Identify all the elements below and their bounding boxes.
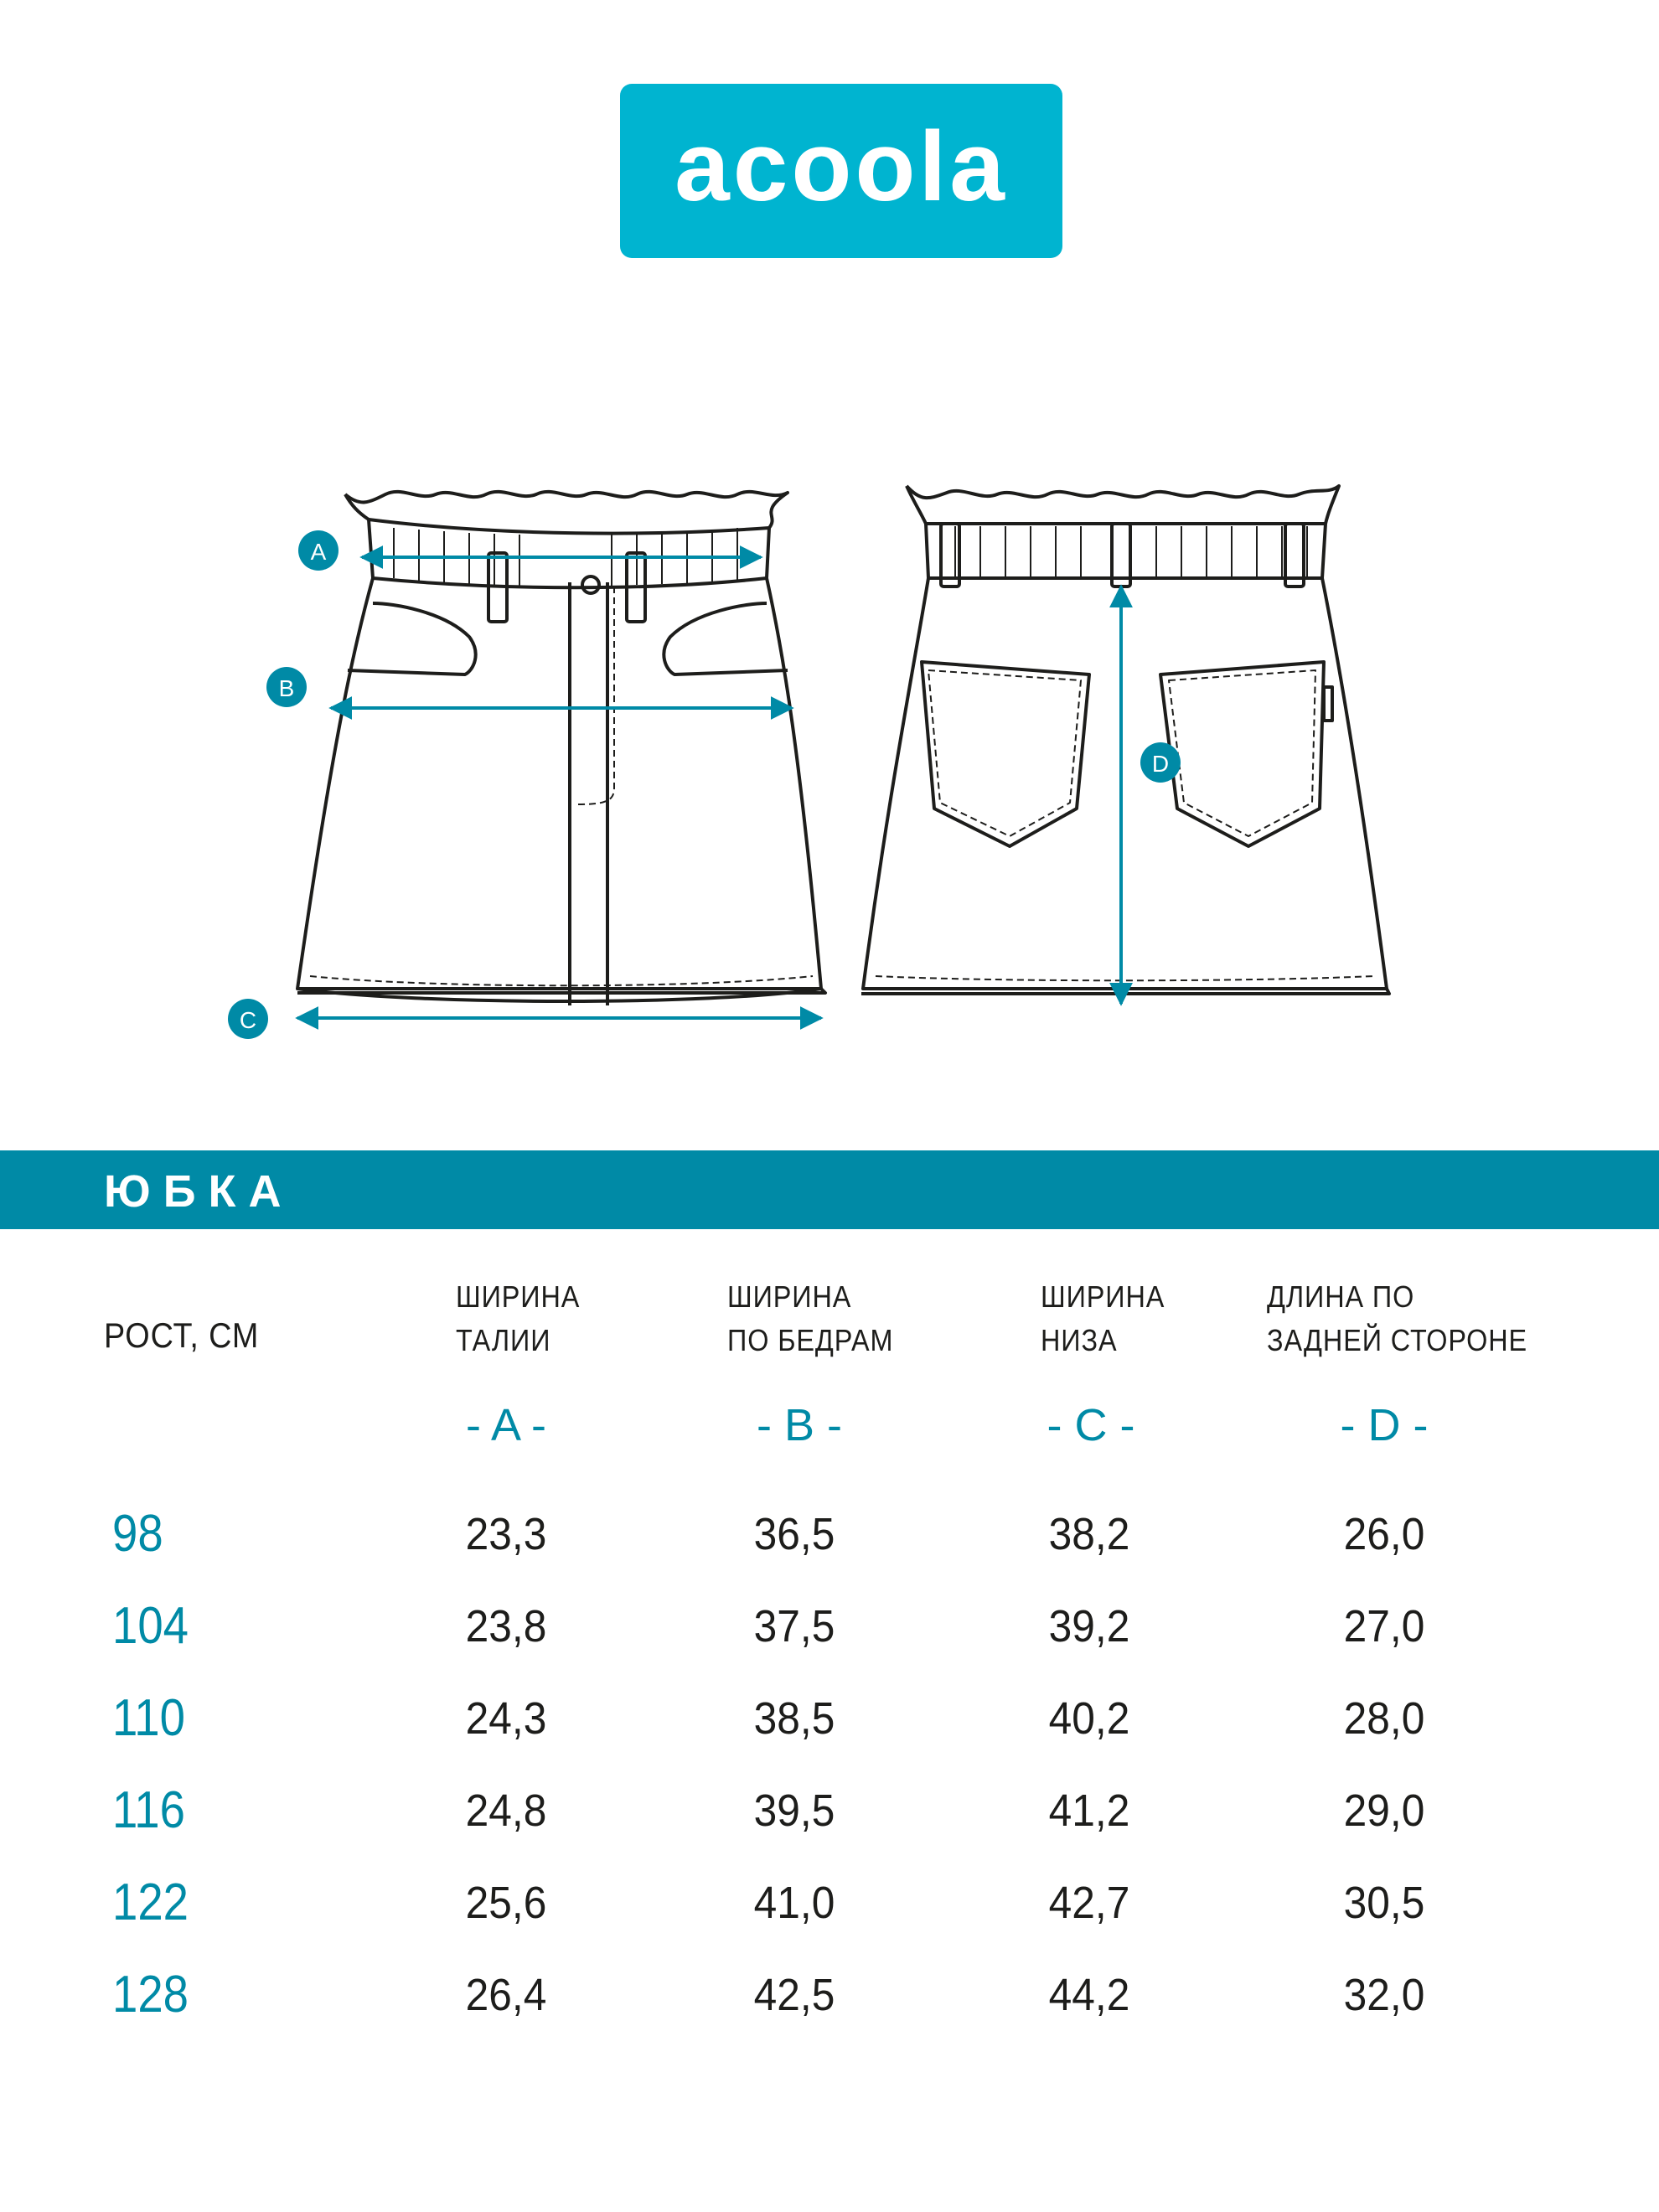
skirt-front-view — [296, 489, 827, 1005]
cell-waist: 23,8 — [465, 1601, 547, 1651]
cell-back-length: 29,0 — [1343, 1786, 1425, 1836]
row-size: 128 — [112, 1966, 189, 2023]
cell-hips: 39,5 — [753, 1786, 835, 1836]
skirt-drawing-svg: A B C D — [228, 484, 1391, 1039]
column-letter-d: - D - — [1340, 1400, 1429, 1450]
cell-hips: 38,5 — [753, 1693, 835, 1744]
column-letter-b: - B - — [757, 1400, 842, 1450]
svg-text:C: C — [240, 1007, 256, 1033]
marker-a: A — [298, 530, 339, 571]
svg-text:D: D — [1152, 751, 1169, 777]
column-header-waist: ШИРИНА ТАЛИИ — [456, 1279, 581, 1357]
cell-hem: 40,2 — [1048, 1693, 1130, 1744]
cell-hips: 37,5 — [753, 1601, 835, 1651]
row-size: 116 — [112, 1781, 185, 1839]
cell-waist: 24,8 — [465, 1786, 547, 1836]
cell-hem: 38,2 — [1048, 1509, 1130, 1559]
section-title: ЮБКА — [104, 1166, 294, 1217]
cell-back-length: 27,0 — [1343, 1601, 1425, 1651]
cell-hips: 41,0 — [753, 1878, 835, 1928]
size-column-header: РОСТ, СМ — [104, 1315, 260, 1355]
cell-back-length: 28,0 — [1343, 1693, 1425, 1744]
cell-hips: 36,5 — [753, 1509, 835, 1559]
measurement-arrows — [295, 545, 1133, 1030]
cell-hips: 42,5 — [753, 1970, 835, 2020]
column-header-hem: ШИРИНА НИЗА — [1041, 1279, 1165, 1357]
column-header-back-length: ДЛИНА ПО ЗАДНЕЙ СТОРОНЕ — [1267, 1279, 1528, 1357]
skirt-technical-drawing: A B C D — [0, 452, 1659, 1056]
cell-hem: 42,7 — [1048, 1878, 1130, 1928]
marker-d: D — [1140, 742, 1181, 783]
cell-back-length: 26,0 — [1343, 1509, 1425, 1559]
logo-text: acoola — [674, 111, 1008, 222]
svg-text:B: B — [279, 675, 295, 701]
cell-waist: 24,3 — [465, 1693, 547, 1744]
row-size: 122 — [112, 1873, 189, 1931]
cell-hem: 39,2 — [1048, 1601, 1130, 1651]
marker-c: C — [228, 999, 268, 1039]
cell-waist: 26,4 — [465, 1970, 547, 2020]
skirt-back-view — [861, 484, 1391, 995]
cell-waist: 25,6 — [465, 1878, 547, 1928]
cell-back-length: 30,5 — [1343, 1878, 1425, 1928]
column-header-hips: ШИРИНА ПО БЕДРАМ — [727, 1279, 894, 1357]
row-size: 110 — [112, 1689, 185, 1747]
marker-b: B — [266, 667, 307, 707]
brand-logo: acoola — [620, 84, 1062, 258]
row-size: 98 — [112, 1505, 163, 1563]
cell-back-length: 32,0 — [1343, 1970, 1425, 2020]
svg-text:A: A — [311, 539, 327, 565]
cell-hem: 44,2 — [1048, 1970, 1130, 2020]
row-size: 104 — [112, 1597, 189, 1655]
cell-waist: 23,3 — [465, 1509, 547, 1559]
column-letter-a: - A - — [465, 1400, 547, 1450]
section-banner: ЮБКА — [0, 1150, 1659, 1229]
cell-hem: 41,2 — [1048, 1786, 1130, 1836]
column-letter-c: - C - — [1047, 1400, 1135, 1450]
